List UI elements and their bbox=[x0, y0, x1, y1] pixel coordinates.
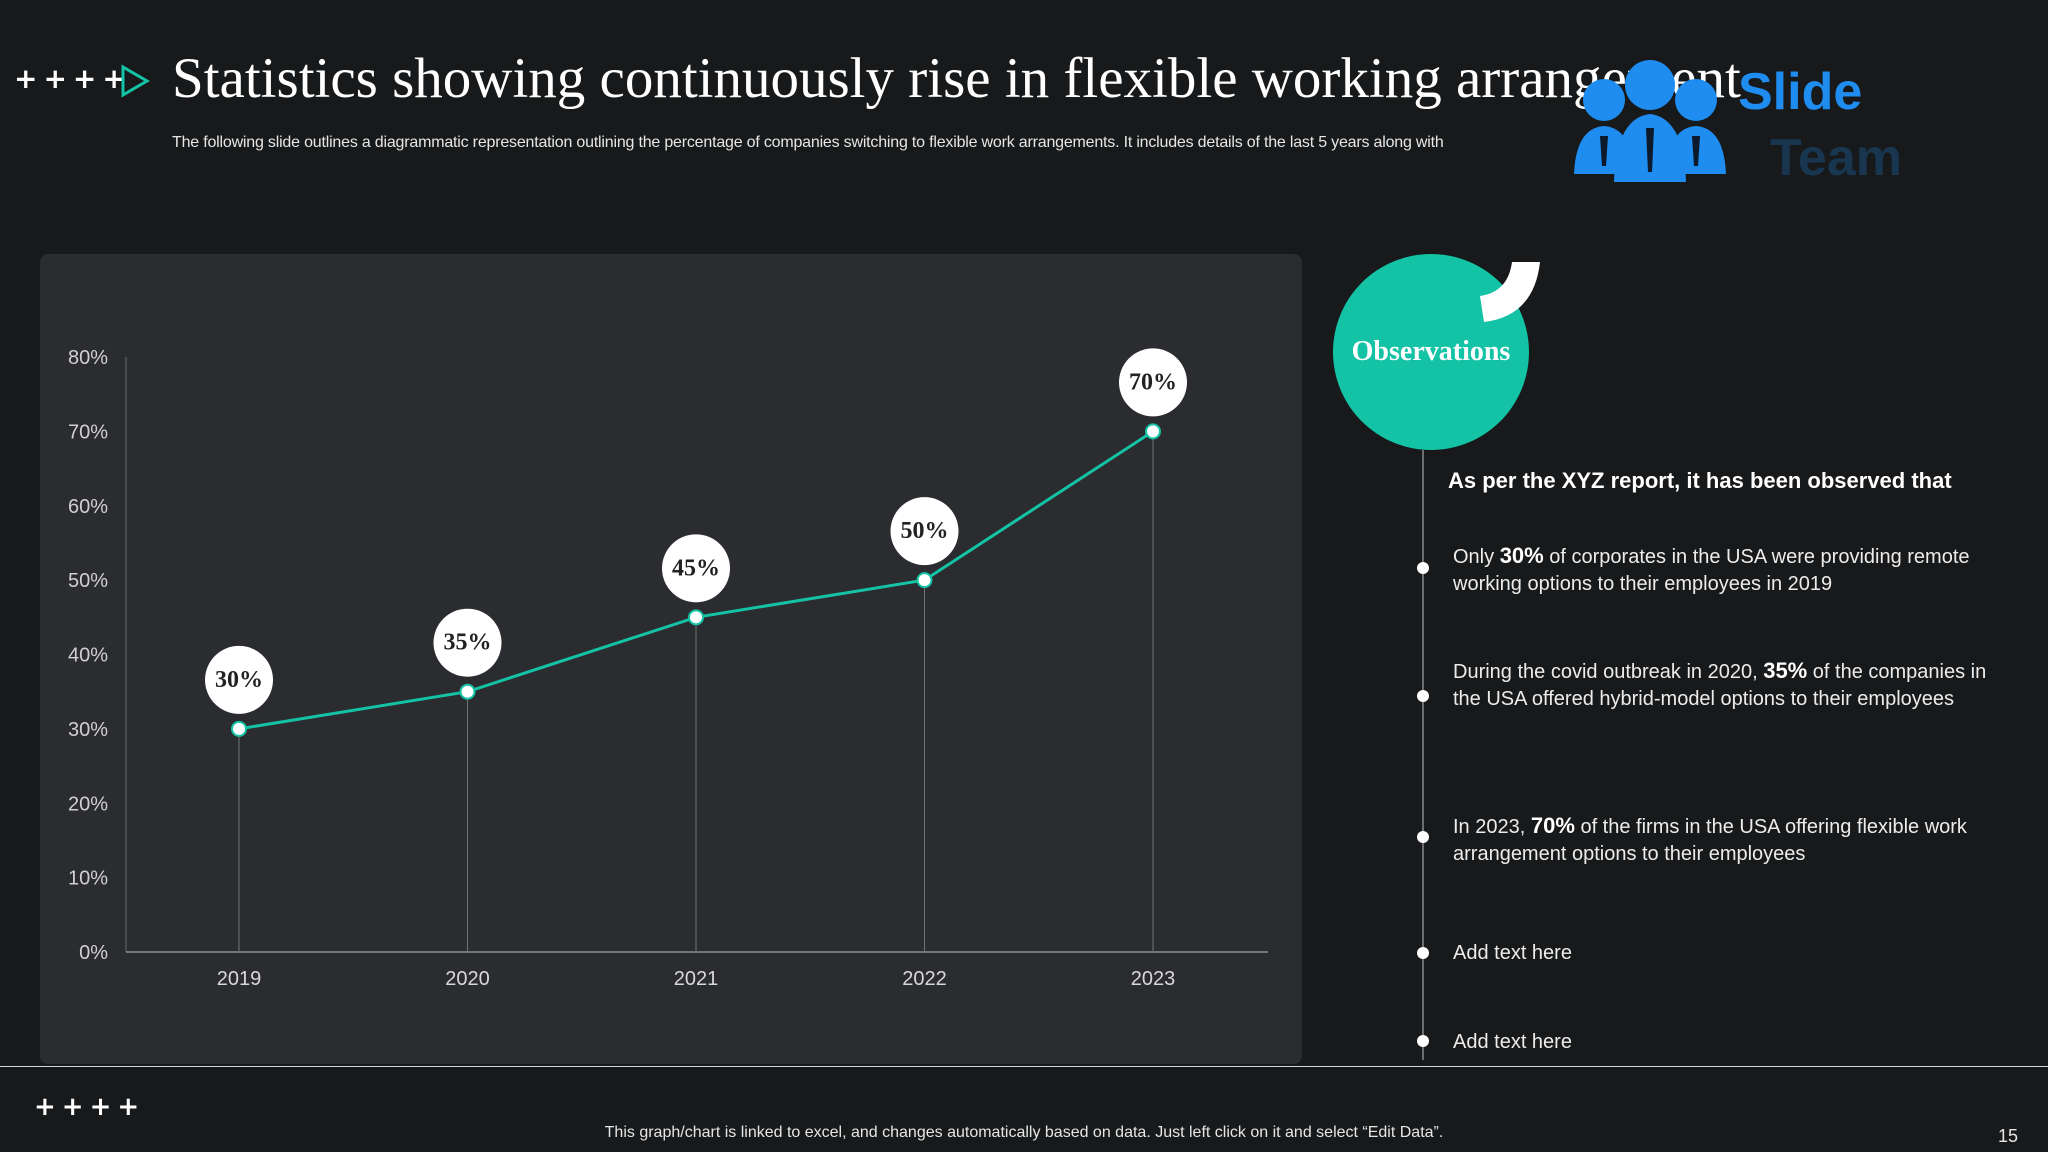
data-label: 30% bbox=[215, 667, 263, 693]
play-arrow-icon bbox=[121, 64, 150, 98]
slide-subtitle: The following slide outlines a diagramma… bbox=[172, 134, 1444, 151]
logo-text-slide: Slide bbox=[1738, 63, 1863, 121]
data-label-bubble bbox=[890, 497, 959, 566]
observation-item: In 2023, 70% of the firms in the USA off… bbox=[1453, 813, 1967, 865]
data-label-bubble bbox=[662, 534, 730, 603]
top-plus-decoration: ++++ bbox=[14, 62, 132, 95]
data-label-bubble bbox=[1119, 348, 1187, 417]
observations-lead: As per the XYZ report, it has been obser… bbox=[1448, 468, 1952, 493]
observation-item: During the covid outbreak in 2020, 35% o… bbox=[1453, 658, 1987, 710]
data-point[interactable] bbox=[231, 720, 247, 737]
y-tick-label: 80% bbox=[68, 347, 108, 369]
x-tick-label: 2023 bbox=[1131, 968, 1176, 990]
footer-note: This graph/chart is linked to excel, and… bbox=[604, 1124, 1444, 1141]
timeline-dot bbox=[1417, 1035, 1429, 1047]
data-label: 35% bbox=[444, 630, 492, 656]
timeline-dot bbox=[1417, 831, 1429, 843]
slide-title: Statistics showing continuously rise in … bbox=[172, 47, 1741, 110]
page-number: 15 bbox=[1998, 1126, 2019, 1146]
observation-item[interactable]: Add text here bbox=[1453, 1031, 1572, 1053]
y-tick-label: 30% bbox=[68, 719, 108, 741]
x-tick-label: 2021 bbox=[674, 968, 719, 990]
timeline-dot bbox=[1417, 690, 1429, 702]
observations-badge: Observations bbox=[1333, 254, 1529, 450]
observations-timeline bbox=[1422, 450, 1424, 1060]
x-tick-label: 2019 bbox=[217, 968, 262, 990]
bottom-plus-decoration: ++++ bbox=[34, 1092, 146, 1122]
data-point[interactable] bbox=[459, 683, 476, 700]
data-label: 70% bbox=[1129, 369, 1177, 395]
data-label: 45% bbox=[672, 555, 720, 581]
y-tick-label: 0% bbox=[79, 942, 108, 964]
data-point[interactable] bbox=[916, 572, 933, 589]
footer-divider bbox=[0, 1066, 2048, 1067]
y-tick-label: 10% bbox=[68, 868, 108, 890]
data-point[interactable] bbox=[688, 609, 704, 626]
logo-text-team: Team bbox=[1770, 129, 1902, 187]
y-tick-label: 20% bbox=[68, 793, 108, 815]
badge-arc-decoration bbox=[1480, 262, 1540, 322]
observation-item[interactable]: Add text here bbox=[1453, 942, 1572, 964]
line-chart[interactable]: 0% 10% 20% 30% 40% 50% 60% 70% 80% 2019 2020 2021 20… bbox=[40, 254, 1302, 1064]
x-tick-label: 2022 bbox=[902, 968, 947, 990]
data-label: 50% bbox=[901, 518, 949, 544]
y-tick-label: 70% bbox=[68, 421, 108, 443]
y-tick-label: 50% bbox=[68, 570, 108, 592]
data-label-bubble bbox=[433, 608, 502, 677]
observations-badge-label: Observations bbox=[1351, 336, 1511, 367]
timeline-dot bbox=[1417, 562, 1429, 574]
x-tick-label: 2020 bbox=[445, 968, 490, 990]
observation-item: Only 30% of corporates in the USA were p… bbox=[1453, 543, 1970, 595]
y-tick-label: 60% bbox=[68, 496, 108, 518]
team-people-icon bbox=[1574, 60, 1726, 182]
slideteam-logo: Slide Team bbox=[1570, 58, 1902, 188]
y-tick-label: 40% bbox=[68, 645, 108, 667]
data-point[interactable] bbox=[1145, 423, 1161, 440]
timeline-dot bbox=[1417, 947, 1429, 959]
data-label-bubble bbox=[205, 645, 273, 714]
